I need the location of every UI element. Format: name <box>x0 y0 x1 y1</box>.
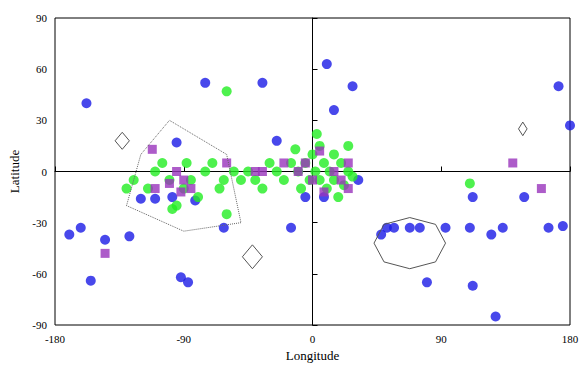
svg-text:-90: -90 <box>176 333 191 345</box>
svg-text:180: 180 <box>562 333 579 345</box>
svg-text:90: 90 <box>36 12 48 24</box>
svg-text:60: 60 <box>36 63 48 75</box>
svg-text:0: 0 <box>310 333 316 345</box>
svg-text:30: 30 <box>36 114 48 126</box>
svg-text:-60: -60 <box>32 268 47 280</box>
svg-text:-90: -90 <box>32 319 47 331</box>
svg-text:90: 90 <box>436 333 448 345</box>
svg-text:-180: -180 <box>45 333 66 345</box>
svg-text:0: 0 <box>42 166 48 178</box>
svg-text:-30: -30 <box>32 217 47 229</box>
svg-text:Longitude: Longitude <box>286 348 340 363</box>
svg-text:Latitude: Latitude <box>7 150 22 194</box>
